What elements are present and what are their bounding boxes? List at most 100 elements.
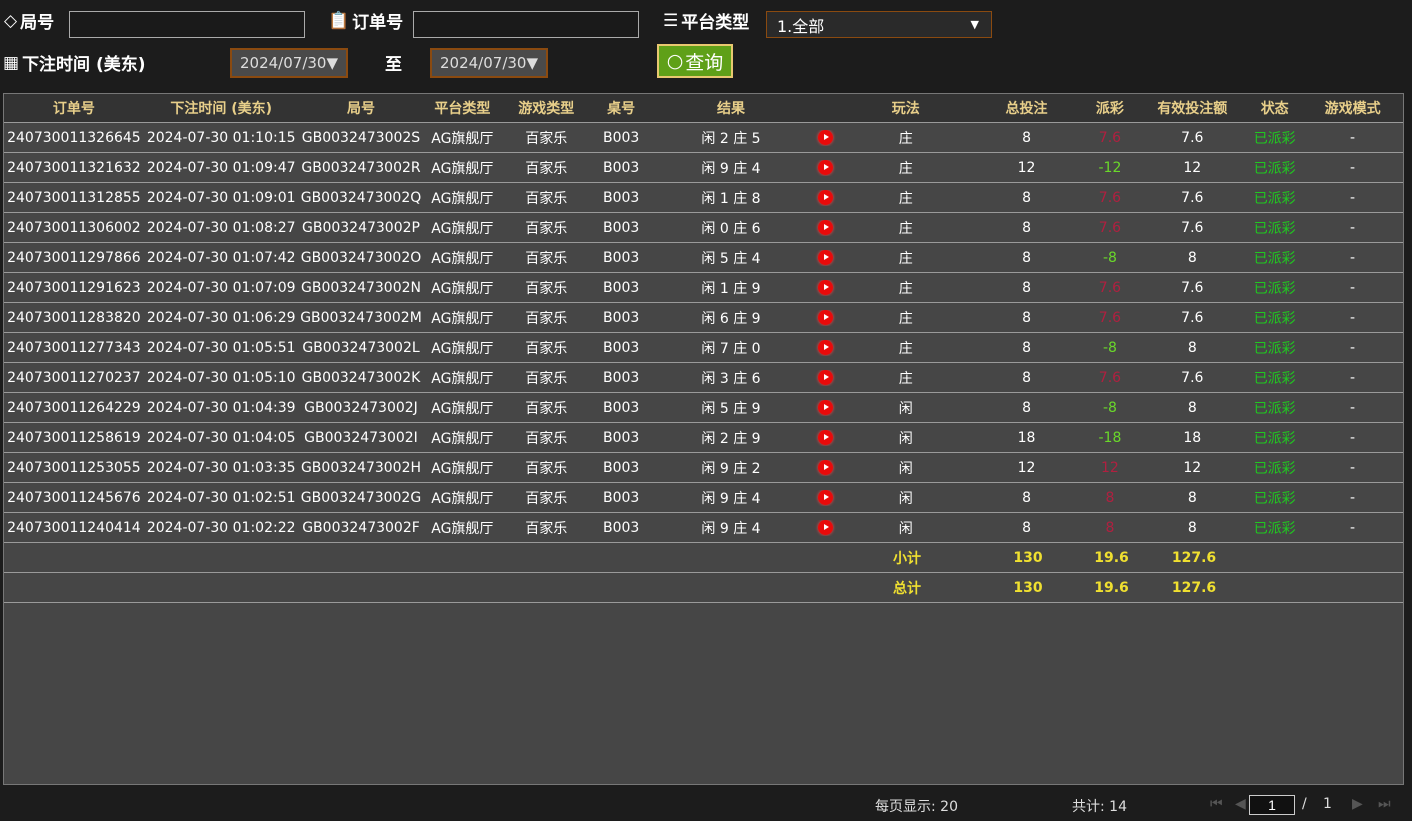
date-from[interactable]: 2024/07/30▼ [230, 48, 348, 78]
cell: - [1350, 129, 1356, 146]
cell: B003 [602, 279, 640, 296]
cell: 已派彩 [1253, 400, 1296, 417]
play-video-icon[interactable] [811, 370, 841, 386]
table-row[interactable]: 240730011245676 2024-07-30 01:02:51 GB0032… [4, 483, 1403, 513]
last-page-icon[interactable]: ⏭ [1378, 796, 1391, 812]
cell: 240730011258619 [7, 429, 141, 446]
cell: 闲 9 庄 4 [701, 160, 761, 177]
play-video-icon[interactable] [811, 280, 841, 296]
table-row[interactable]: 240730011306002 2024-07-30 01:08:27 GB0032… [4, 213, 1403, 243]
cell: 闲 0 庄 6 [701, 220, 761, 237]
play-video-icon[interactable] [811, 520, 841, 536]
platform-select[interactable]: 1.全部 ▼ [766, 11, 992, 38]
play-video-icon[interactable] [811, 160, 841, 176]
cell: AG旗舰厅 [431, 250, 494, 267]
cell: GB0032473002N [300, 279, 421, 296]
page-count: 1 [1323, 796, 1332, 812]
cell: 240730011240414 [7, 519, 141, 536]
cell: 闲 2 庄 9 [701, 430, 761, 447]
table-row[interactable]: 240730011321632 2024-07-30 01:09:47 GB0032… [4, 153, 1403, 183]
table-row[interactable]: 240730011297866 2024-07-30 01:07:42 GB0032… [4, 243, 1403, 273]
cell: GB0032473002S [301, 129, 421, 146]
next-page-icon[interactable]: ▶ [1352, 796, 1363, 812]
cell: 闲 9 庄 4 [701, 520, 761, 537]
cell: 240730011291623 [7, 279, 141, 296]
cell: 闲 [898, 400, 913, 417]
cell: GB0032473002R [301, 159, 421, 176]
cell: 庄 [898, 160, 913, 177]
tag-icon: ◇ [4, 10, 18, 31]
play-video-icon[interactable] [811, 400, 841, 416]
table-row[interactable]: 240730011253055 2024-07-30 01:03:35 GB0032… [4, 453, 1403, 483]
cell: 7.6 [1181, 189, 1204, 206]
play-video-icon[interactable] [811, 130, 841, 146]
cell: GB0032473002M [300, 309, 422, 326]
prev-page-icon[interactable]: ◀ [1235, 796, 1246, 812]
cell: 240730011277343 [7, 339, 141, 356]
page-sep: / [1302, 796, 1307, 812]
table-row[interactable]: 240730011270237 2024-07-30 01:05:10 GB0032… [4, 363, 1403, 393]
first-page-icon[interactable]: ⏮ [1210, 796, 1223, 812]
cell: 百家乐 [525, 520, 568, 537]
table-row[interactable]: 240730011258619 2024-07-30 01:04:05 GB0032… [4, 423, 1403, 453]
cell: GB0032473002J [304, 399, 418, 416]
play-video-icon[interactable] [811, 430, 841, 446]
play-video-icon[interactable] [811, 490, 841, 506]
cell: GB0032473002I [304, 429, 418, 446]
cell: 2024-07-30 01:04:39 [146, 399, 296, 416]
cell: 2024-07-30 01:06:29 [146, 309, 296, 326]
table-row[interactable]: 240730011283820 2024-07-30 01:06:29 GB0032… [4, 303, 1403, 333]
cell: 百家乐 [525, 220, 568, 237]
cell: 7.6 [1181, 309, 1204, 326]
cell: - [1350, 309, 1356, 326]
play-video-icon[interactable] [811, 220, 841, 236]
cell: 庄 [898, 280, 913, 297]
order-input[interactable] [413, 11, 639, 38]
play-video-icon[interactable] [811, 310, 841, 326]
cell: 2024-07-30 01:09:01 [146, 189, 296, 206]
cell: 8 [1022, 279, 1031, 296]
table-row[interactable]: 240730011312855 2024-07-30 01:09:01 GB0032… [4, 183, 1403, 213]
table-row[interactable]: 240730011326645 2024-07-30 01:10:15 GB0032… [4, 123, 1403, 153]
cell: GB0032473002K [301, 369, 421, 386]
cell: 240730011245676 [7, 489, 141, 506]
cell: 2024-07-30 01:05:51 [146, 339, 296, 356]
cell: B003 [602, 249, 640, 266]
cell: GB0032473002G [300, 489, 422, 506]
round-input[interactable] [69, 11, 305, 38]
play-video-icon[interactable] [811, 460, 841, 476]
cell: B003 [602, 219, 640, 236]
play-video-icon[interactable] [811, 250, 841, 266]
table-row[interactable]: 240730011240414 2024-07-30 01:02:22 GB0032… [4, 513, 1403, 543]
cell: 闲 [898, 520, 913, 537]
cell: 百家乐 [525, 400, 568, 417]
cell: GB0032473002H [300, 459, 422, 476]
cell: -18 [1098, 429, 1122, 446]
date-to[interactable]: 2024/07/30▼ [430, 48, 548, 78]
cell: 8 [1022, 369, 1031, 386]
cell: 8 [1187, 339, 1197, 356]
play-video-icon[interactable] [811, 340, 841, 356]
query-button[interactable]: ○ 查询 [657, 44, 733, 78]
cell: 已派彩 [1253, 490, 1296, 507]
cell: 12 [1183, 159, 1202, 176]
table-row[interactable]: 240730011264229 2024-07-30 01:04:39 GB0032… [4, 393, 1403, 423]
platform-label: ☰ 平台类型 [663, 10, 750, 34]
column-header: 桌号 [607, 101, 636, 117]
cell: 闲 7 庄 0 [701, 340, 761, 357]
cell: AG旗舰厅 [431, 460, 494, 477]
cell: 庄 [898, 130, 913, 147]
cell: - [1350, 399, 1356, 416]
cell: 2024-07-30 01:04:05 [146, 429, 296, 446]
table-row[interactable]: 240730011277343 2024-07-30 01:05:51 GB0032… [4, 333, 1403, 363]
chevron-down-icon: ▼ [970, 18, 979, 31]
cell: 7.6 [1181, 219, 1204, 236]
play-video-icon[interactable] [811, 190, 841, 206]
cell: 闲 [898, 430, 913, 447]
page-input[interactable] [1249, 795, 1295, 815]
cell: 8 [1022, 219, 1031, 236]
table-row[interactable]: 240730011291623 2024-07-30 01:07:09 GB0032… [4, 273, 1403, 303]
cell: 百家乐 [525, 190, 568, 207]
cell: - [1350, 159, 1356, 176]
cell: 百家乐 [525, 160, 568, 177]
